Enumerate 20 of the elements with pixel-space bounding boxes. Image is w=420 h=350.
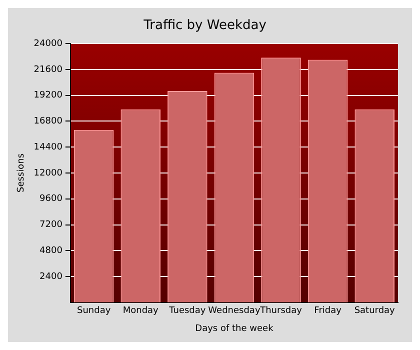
x-tick-label: Saturday xyxy=(354,306,396,316)
y-axis-title: Sessions xyxy=(16,153,27,193)
y-tick-label: 2400 xyxy=(40,272,63,282)
x-axis-title: Days of the week xyxy=(195,324,274,334)
y-tick-label: 4800 xyxy=(40,246,63,256)
x-tick-label: Monday xyxy=(122,306,160,316)
x-tick-label: Sunday xyxy=(76,306,112,316)
y-tick-label: 19200 xyxy=(34,90,63,101)
x-tick-label: Friday xyxy=(314,306,342,316)
x-tick-label: Tuesday xyxy=(168,306,206,316)
y-tick-label: 16800 xyxy=(34,116,63,127)
y-tick-label: 12000 xyxy=(34,168,63,178)
chart-title: Traffic by Weekday xyxy=(142,18,267,34)
x-tick-label: Wednesday xyxy=(208,306,261,316)
y-tick-label: 9600 xyxy=(40,194,63,204)
y-tick-label: 24000 xyxy=(34,38,63,49)
y-tick-label: 7200 xyxy=(40,220,63,230)
y-tick-label: 21600 xyxy=(34,64,63,75)
x-tick-label: Thursday xyxy=(259,306,303,316)
y-tick-label: 14400 xyxy=(34,142,63,152)
